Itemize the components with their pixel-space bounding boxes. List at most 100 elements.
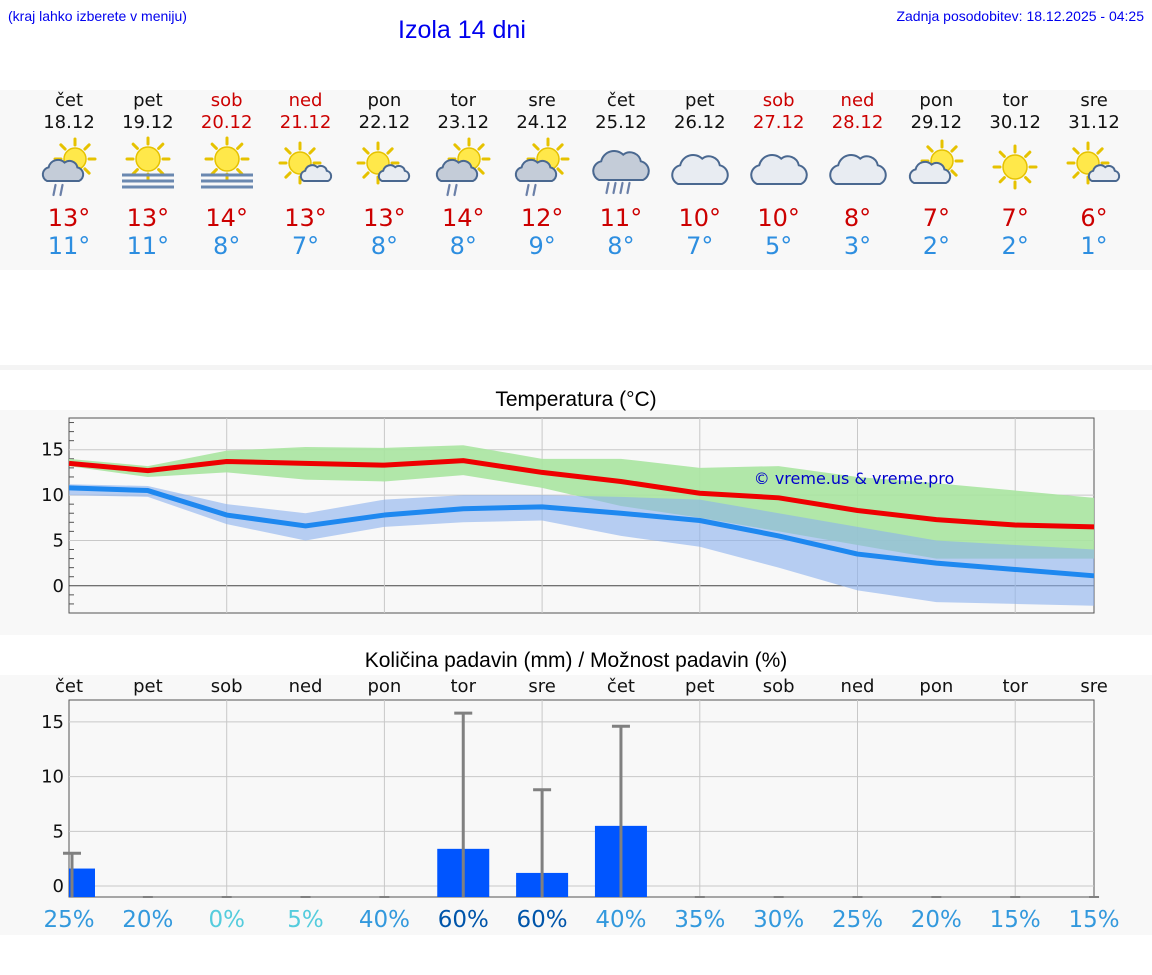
cloud-heavy-rain-icon [592, 150, 650, 195]
day-column: pon 22.12 13° 8° [344, 90, 424, 260]
day-column: sre 31.12 6° 1° [1054, 90, 1134, 260]
min-temp: 3° [843, 232, 872, 260]
plot-area [68, 699, 1095, 898]
icon-svg [992, 144, 1038, 190]
sun-cloud-icon [909, 139, 964, 184]
min-range-band [69, 484, 1095, 606]
max-temp-line [68, 458, 1095, 530]
day-column: ned 21.12 13° 7° [266, 90, 346, 260]
icon-svg [41, 137, 97, 197]
day-column: tor 30.12 7° 2° [975, 90, 1055, 260]
icon-svg [356, 141, 411, 185]
day-column: pon 29.12 7° 2° [896, 90, 976, 260]
sun-small-cloud-icon [278, 141, 332, 185]
day-name: pon [367, 90, 402, 111]
rain-probability: 60% [438, 907, 489, 933]
min-temp: 8° [449, 232, 477, 260]
rain-probability: 40% [359, 907, 410, 933]
max-temp: 14° [205, 204, 248, 232]
day-date: 30.12 [989, 112, 1041, 133]
day-label: pon [919, 676, 953, 697]
rain-probability: 30% [753, 907, 804, 933]
day-column: čet 18.12 13° 11° [29, 90, 109, 260]
day-column: sob 27.12 10° 5° [739, 90, 819, 260]
y-tick-label: 0 [53, 876, 64, 897]
day-label: pet [133, 676, 163, 697]
min-temp: 8° [213, 232, 241, 260]
day-label: sre [1080, 676, 1107, 697]
day-label: čet [55, 676, 83, 697]
max-temp: 14° [441, 204, 485, 232]
y-tick-label: 5 [53, 821, 64, 842]
max-temp: 6° [1080, 204, 1108, 232]
weather-icon [29, 134, 109, 202]
weather-icon [108, 134, 188, 202]
day-label: ned [289, 676, 323, 697]
rain-probability: 40% [595, 907, 646, 933]
icon-svg [200, 136, 253, 189]
day-date: 19.12 [122, 112, 174, 133]
y-tick-label: 10 [41, 485, 64, 506]
sun-small-cloud-icon [356, 141, 411, 185]
day-date: 18.12 [43, 112, 95, 133]
day-date: 25.12 [595, 112, 647, 133]
cloud-icon [749, 154, 808, 185]
weather-icon [187, 134, 267, 202]
max-temp: 10° [678, 204, 722, 232]
icon-svg [909, 139, 964, 184]
day-date: 23.12 [437, 112, 490, 133]
day-date: 20.12 [200, 112, 253, 133]
weather-icon [660, 134, 740, 202]
y-tick-label: 10 [41, 767, 64, 788]
day-label: sob [211, 676, 243, 697]
watermark: © vreme.us & vreme.pro [754, 469, 955, 488]
max-temp: 11° [599, 204, 643, 232]
divider [0, 365, 1152, 370]
icon-svg [1066, 141, 1121, 185]
sun-icon [992, 144, 1038, 190]
sun-cloud-rain-icon [436, 137, 491, 197]
forecast-band [0, 90, 1152, 270]
day-label: pon [367, 676, 401, 697]
rain-probability: 5% [287, 907, 324, 933]
temperature-chart: 0 5 10 15 © vreme.us & vreme.pro [41, 417, 1095, 614]
max-temp: 12° [520, 204, 564, 232]
weather-icon [975, 134, 1055, 202]
day-column: sob 20.12 14° 8° [187, 90, 267, 260]
icon-svg [278, 141, 332, 185]
page-title: Izola 14 dni [398, 16, 526, 44]
max-temp: 13° [126, 204, 170, 232]
temp-chart-title: Temperatura (°C) [495, 388, 657, 411]
min-temp: 7° [686, 232, 714, 260]
day-name: sre [1080, 90, 1108, 111]
day-date: 22.12 [358, 112, 411, 133]
day-column: pet 26.12 10° 7° [660, 90, 740, 260]
rain-probability: 0% [208, 907, 245, 933]
icon-svg [436, 137, 491, 197]
last-update: Zadnja posodobitev: 18.12.2025 - 04:25 [896, 8, 1144, 24]
sun-cloud-rain-icon [514, 137, 570, 197]
y-tick-label: 0 [53, 576, 64, 597]
max-temp: 10° [757, 204, 800, 232]
y-tick-label: 5 [53, 530, 64, 551]
weather-icon [502, 134, 582, 202]
weather-icon [266, 134, 346, 202]
day-date: 29.12 [910, 112, 963, 133]
max-temp: 7° [1001, 204, 1029, 232]
max-temp: 8° [843, 204, 872, 232]
cloud-icon [828, 154, 887, 185]
rain-probability: 15% [990, 907, 1041, 933]
weather-icon [1054, 134, 1134, 202]
rain-probability: 15% [1068, 907, 1119, 933]
min-temp: 2° [922, 232, 950, 260]
day-label: sob [763, 676, 795, 697]
weather-icon [344, 134, 424, 202]
day-column: čet 25.12 11° 8° [581, 90, 661, 260]
weather-icon [818, 134, 898, 202]
icon-svg [121, 136, 174, 189]
day-label: tor [1002, 676, 1028, 697]
day-name: sob [210, 90, 243, 111]
sun-small-cloud-icon [1066, 141, 1121, 185]
day-date: 27.12 [752, 112, 805, 133]
day-column: pet 19.12 13° 11° [108, 90, 188, 260]
